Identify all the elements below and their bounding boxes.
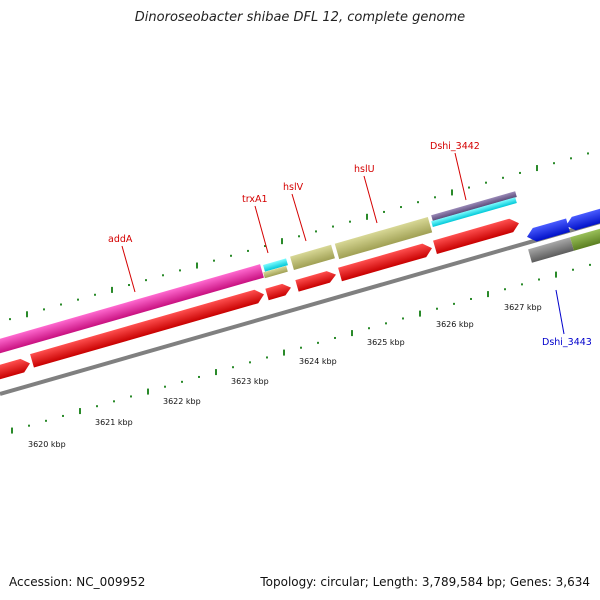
- outer-ticks: [9, 152, 589, 321]
- gene-label: trxA1: [242, 194, 268, 205]
- gene-feature-hslV: [290, 244, 335, 271]
- inner-ticks: [11, 263, 591, 434]
- gene-feature-trxA1-olive: [263, 265, 288, 279]
- gene-feature-dshi3442-purple: [431, 191, 517, 222]
- gene-arrow-trxA1: [265, 283, 292, 301]
- gene-feature-dshi3443-gray: [528, 237, 574, 263]
- gene-label: hslU: [354, 164, 375, 175]
- gene-leader-line: [121, 245, 136, 293]
- gene-label: Dshi_3443: [542, 337, 592, 348]
- gene-feature-addA: [0, 264, 264, 356]
- gene-labels: addA trxA1 hslV hslU Dshi_3442 Dshi_3443: [108, 141, 592, 348]
- scale-label: 3620 kbp: [28, 440, 66, 449]
- scale-label: 3626 kbp: [436, 320, 474, 329]
- genome-summary: Topology: circular; Length: 3,789,584 bp…: [260, 575, 590, 589]
- gene-arrow-hslV: [295, 271, 336, 292]
- scale-label: 3625 kbp: [367, 338, 405, 347]
- accession-label: Accession: NC_009952: [9, 575, 146, 589]
- gene-arrow-hslU: [338, 243, 433, 282]
- gene-leader-line: [555, 289, 565, 335]
- gene-feature-dshi3442-cyan: [431, 197, 517, 228]
- genome-backbone: [0, 220, 600, 396]
- gene-arrow-dshi3443-blue: [527, 218, 570, 242]
- scale-label: 3627 kbp: [504, 303, 542, 312]
- gene-leader-line: [291, 193, 307, 242]
- gene-label: hslV: [283, 182, 304, 193]
- scale-label: 3621 kbp: [95, 418, 133, 427]
- gene-arrow-red: [0, 358, 30, 382]
- gene-feature-green: [570, 226, 600, 251]
- gene-label: Dshi_3442: [430, 141, 480, 152]
- scale-labels: 3620 kbp 3621 kbp 3622 kbp 3623 kbp 3624 kbp…: [28, 303, 542, 449]
- gene-feature-hslU: [334, 217, 433, 260]
- scale-label: 3623 kbp: [231, 377, 269, 386]
- gene-leader-line: [254, 205, 269, 254]
- gene-feature-trxA1-cyan: [263, 258, 288, 272]
- gene-arrow-addA: [30, 289, 264, 368]
- gene-leader-line: [363, 175, 378, 224]
- gene-arrow-dshi3442: [433, 218, 519, 255]
- scale-label: 3622 kbp: [163, 397, 201, 406]
- scale-label: 3624 kbp: [299, 357, 337, 366]
- gene-leader-line: [454, 152, 467, 201]
- gene-label: addA: [108, 234, 133, 245]
- page-title: Dinoroseobacter shibae DFL 12, complete …: [134, 10, 466, 25]
- gene-arrow-blue-2: [566, 206, 600, 231]
